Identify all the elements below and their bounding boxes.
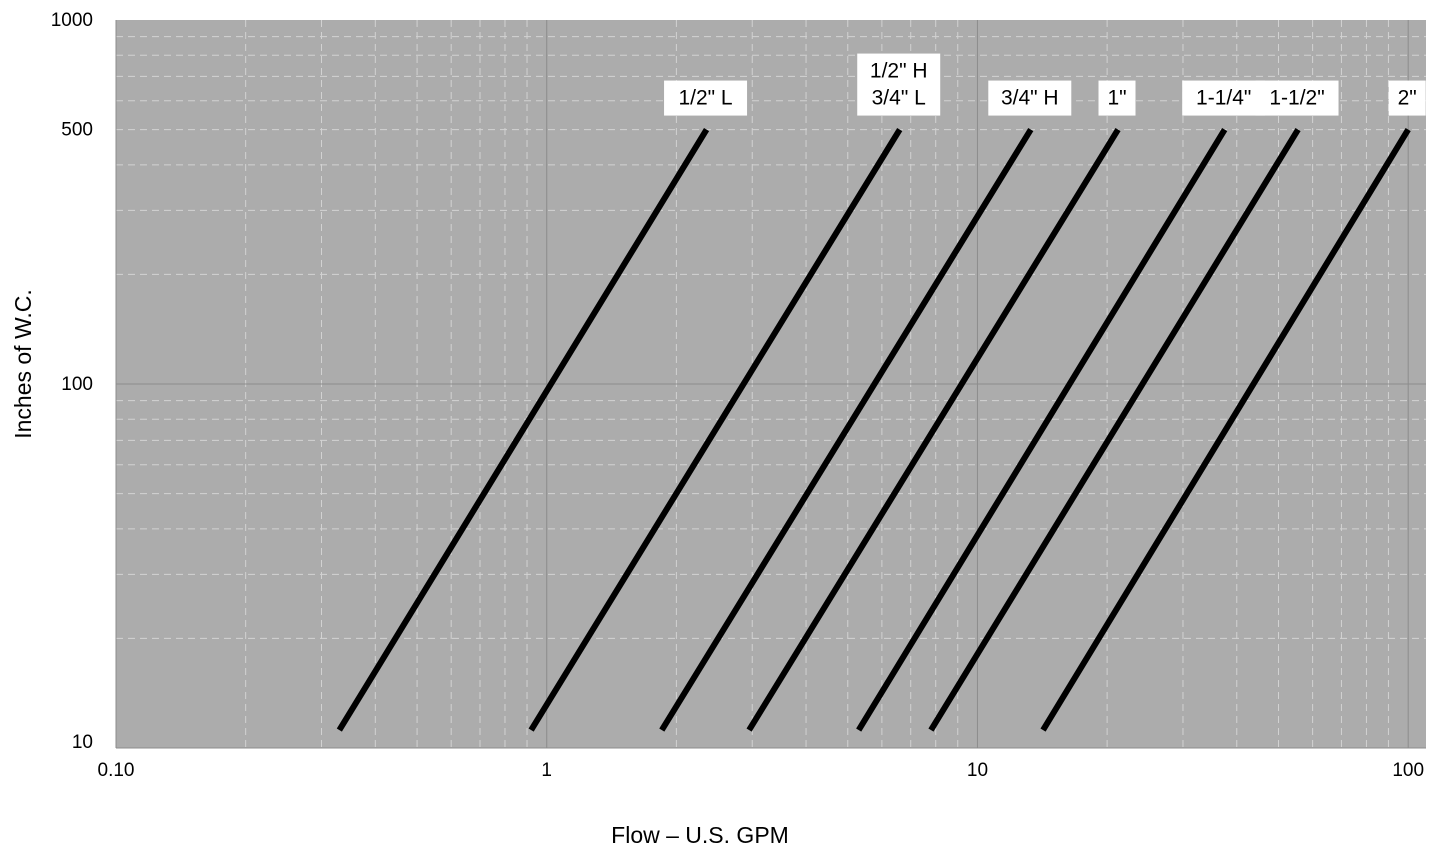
- y-axis-title: Inches of W.C.: [10, 289, 36, 439]
- y-tick-label: 100: [61, 374, 93, 395]
- series-label-box: [1182, 80, 1266, 116]
- x-axis-title: Flow – U.S. GPM: [611, 822, 789, 848]
- series-label: 3/4" H: [1001, 87, 1059, 110]
- series-line-5: [856, 128, 1228, 732]
- x-tick-label: 100: [1392, 760, 1424, 781]
- series-label: 1": [1107, 87, 1126, 110]
- series-label: 1/2" L: [678, 87, 732, 110]
- x-tick-label: 10: [967, 760, 988, 781]
- series-label: 1-1/2": [1269, 87, 1324, 110]
- y-tick-label: 1000: [51, 10, 93, 31]
- series-label: 3/4" L: [872, 87, 926, 110]
- major-gridlines: [115, 20, 1426, 749]
- series-line-2: [528, 128, 903, 732]
- series-line-4: [746, 128, 1121, 732]
- series-label-box: [1255, 80, 1339, 116]
- y-tick-labels: 10 100 500 1000: [51, 10, 93, 753]
- series-label-box: [857, 53, 941, 116]
- series-label: 2": [1398, 87, 1417, 110]
- series-line-3: [659, 128, 1034, 732]
- y-tick-label: 10: [72, 732, 93, 753]
- series-line-1: [336, 128, 710, 732]
- series-labels: 1/2" L 1/2" H 3/4" L 3/4" H 1" 1-1/4" 1-1/2" 2": [664, 53, 1426, 116]
- series-label: 1-1/4": [1196, 87, 1251, 110]
- x-tick-labels: 0.10 1 10 100: [98, 760, 1425, 781]
- series-label-box: [664, 80, 748, 116]
- series-label-box: [1098, 80, 1136, 116]
- x-tick-label: 1: [541, 760, 552, 781]
- series-lines: [336, 128, 1411, 732]
- series-label: 1/2" H: [870, 60, 928, 83]
- x-tick-label: 0.10: [98, 760, 135, 781]
- series-line-7: [1040, 128, 1411, 732]
- series-line-6: [928, 128, 1301, 732]
- series-label-box: [1388, 80, 1426, 116]
- series-label-box: [988, 80, 1072, 116]
- y-tick-label: 500: [61, 120, 93, 141]
